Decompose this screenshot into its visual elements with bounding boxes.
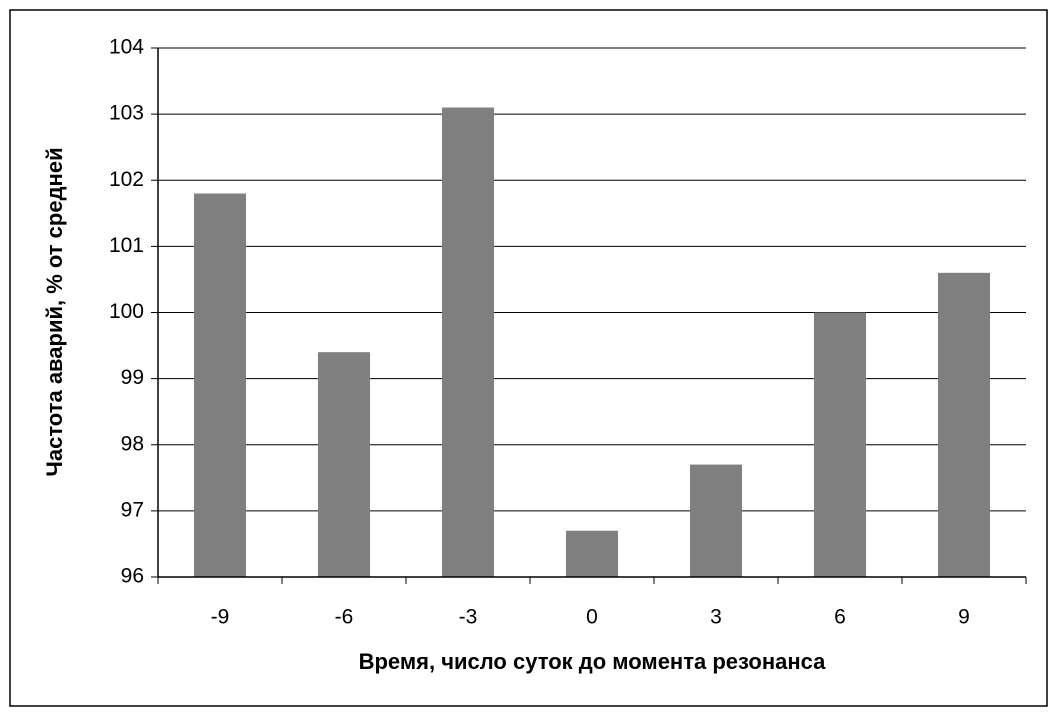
bar [813, 312, 867, 577]
bar [441, 107, 495, 577]
y-tick-label: 97 [121, 498, 144, 521]
y-tick-label: 101 [109, 234, 144, 257]
y-tick-label: 104 [109, 36, 144, 59]
x-tick-label: -9 [211, 606, 230, 629]
bar [565, 530, 619, 577]
y-tick-label: 102 [109, 168, 144, 191]
bar [937, 272, 991, 577]
y-axis-title: Частота аварий, % от средней [42, 147, 67, 476]
x-tick-label: -6 [335, 606, 354, 629]
x-tick-label: 3 [710, 606, 722, 629]
chart-border [9, 9, 1048, 707]
bar [689, 464, 743, 577]
x-tick-label: 9 [958, 606, 970, 629]
x-tick-label: 0 [586, 606, 598, 629]
bar [317, 352, 371, 577]
y-tick-label: 98 [121, 432, 144, 455]
y-tick-label: 103 [109, 102, 144, 125]
y-tick-label: 99 [121, 366, 144, 389]
bar [193, 193, 247, 577]
x-axis-title: Время, число суток до момента резонанса [359, 649, 827, 674]
y-tick-label: 100 [109, 300, 144, 323]
y-tick-label: 96 [121, 565, 144, 588]
x-tick-label: 6 [834, 606, 846, 629]
x-tick-label: -3 [459, 606, 478, 629]
